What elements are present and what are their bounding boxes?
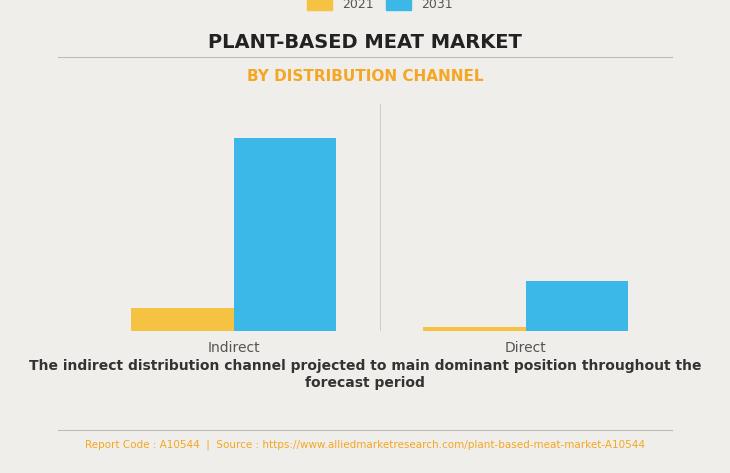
Bar [234,138,336,331]
Text: Report Code : A10544  |  Source : https://www.alliedmarketresearch.com/plant-bas: Report Code : A10544 | Source : https://… [85,440,645,450]
Text: The indirect distribution channel projected to main dominant position throughout: The indirect distribution channel projec… [28,359,702,390]
Text: BY DISTRIBUTION CHANNEL: BY DISTRIBUTION CHANNEL [247,69,483,84]
Text: PLANT-BASED MEAT MARKET: PLANT-BASED MEAT MARKET [208,33,522,52]
Legend: 2021, 2031: 2021, 2031 [301,0,458,18]
Bar [423,326,526,331]
Bar [131,308,234,331]
Bar [526,281,628,331]
